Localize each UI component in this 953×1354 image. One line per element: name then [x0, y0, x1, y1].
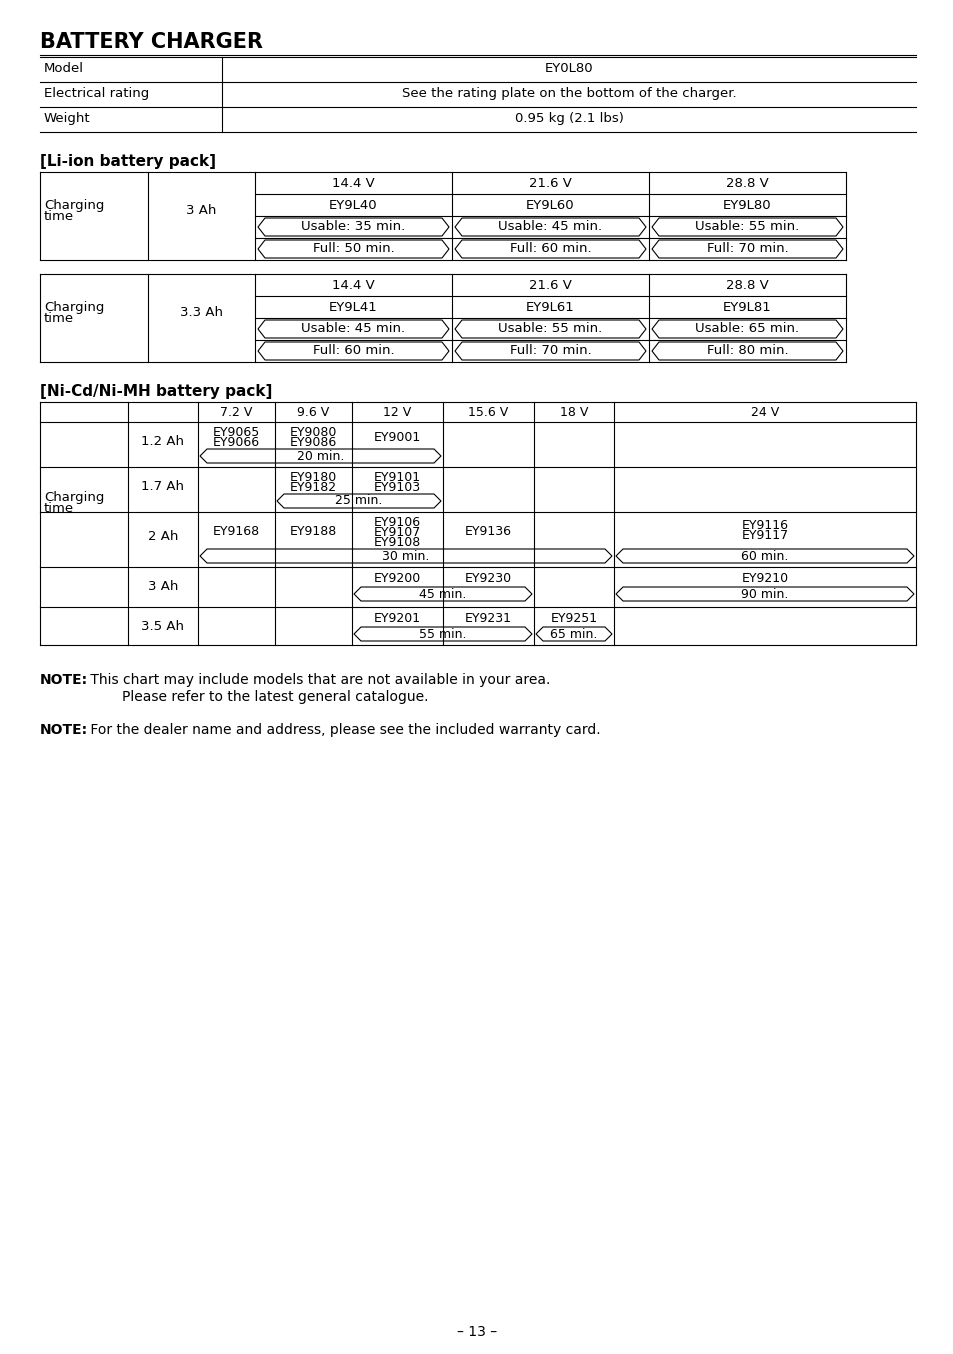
Text: EY9182: EY9182 [290, 481, 336, 494]
Text: Usable: 65 min.: Usable: 65 min. [695, 322, 799, 336]
Text: 0.95 kg (2.1 lbs): 0.95 kg (2.1 lbs) [514, 112, 622, 125]
Text: 55 min.: 55 min. [418, 627, 466, 640]
Text: EY9201: EY9201 [374, 612, 420, 626]
Text: Usable: 55 min.: Usable: 55 min. [695, 221, 799, 233]
Text: 3 Ah: 3 Ah [186, 204, 216, 217]
Text: NOTE:: NOTE: [40, 723, 88, 737]
Text: EY9086: EY9086 [290, 436, 336, 450]
Text: Charging: Charging [44, 301, 104, 314]
Text: EY9188: EY9188 [290, 525, 336, 538]
Text: 3.5 Ah: 3.5 Ah [141, 620, 184, 634]
Text: time: time [44, 501, 74, 515]
Text: 90 min.: 90 min. [740, 588, 788, 601]
Text: EY9066: EY9066 [213, 436, 260, 450]
Text: Please refer to the latest general catalogue.: Please refer to the latest general catal… [122, 691, 428, 704]
Text: EY9101: EY9101 [374, 471, 420, 483]
Text: 2 Ah: 2 Ah [148, 529, 178, 543]
Text: EY9001: EY9001 [374, 431, 420, 444]
Text: 20 min.: 20 min. [296, 450, 344, 463]
Text: 7.2 V: 7.2 V [220, 406, 253, 418]
Text: EY9106: EY9106 [374, 516, 420, 529]
Text: Full: 60 min.: Full: 60 min. [509, 242, 591, 256]
Text: time: time [44, 311, 74, 325]
Text: Full: 50 min.: Full: 50 min. [313, 242, 394, 256]
Text: 28.8 V: 28.8 V [725, 177, 768, 190]
Text: EY9080: EY9080 [290, 427, 336, 439]
Text: 15.6 V: 15.6 V [468, 406, 508, 418]
Text: EY9200: EY9200 [374, 571, 420, 585]
Text: 30 min.: 30 min. [382, 550, 429, 562]
Text: Electrical rating: Electrical rating [44, 87, 149, 100]
Text: NOTE:: NOTE: [40, 673, 88, 686]
Text: EY9L41: EY9L41 [329, 301, 377, 314]
Text: Full: 70 min.: Full: 70 min. [509, 344, 591, 357]
Text: Full: 80 min.: Full: 80 min. [706, 344, 787, 357]
Text: 14.4 V: 14.4 V [332, 279, 375, 292]
Text: 3 Ah: 3 Ah [148, 580, 178, 593]
Text: – 13 –: – 13 – [456, 1326, 497, 1339]
Text: EY9210: EY9210 [740, 571, 788, 585]
Text: EY9231: EY9231 [464, 612, 512, 626]
Text: EY9L80: EY9L80 [722, 199, 771, 213]
Text: BATTERY CHARGER: BATTERY CHARGER [40, 32, 263, 51]
Text: EY9L40: EY9L40 [329, 199, 377, 213]
Text: EY9136: EY9136 [464, 525, 512, 538]
Text: [Ni-Cd/Ni-MH battery pack]: [Ni-Cd/Ni-MH battery pack] [40, 385, 273, 399]
Text: EY9065: EY9065 [213, 427, 260, 439]
Text: [Li-ion battery pack]: [Li-ion battery pack] [40, 154, 215, 169]
Text: 9.6 V: 9.6 V [297, 406, 330, 418]
Text: EY9230: EY9230 [464, 571, 512, 585]
Text: Model: Model [44, 62, 84, 74]
Text: EY9108: EY9108 [374, 536, 420, 548]
Text: 14.4 V: 14.4 V [332, 177, 375, 190]
Text: EY9117: EY9117 [740, 529, 788, 542]
Text: 1.2 Ah: 1.2 Ah [141, 435, 184, 448]
Text: 21.6 V: 21.6 V [529, 279, 572, 292]
Text: EY9103: EY9103 [374, 481, 420, 494]
Text: 12 V: 12 V [383, 406, 411, 418]
Text: EY9180: EY9180 [290, 471, 336, 483]
Text: Usable: 55 min.: Usable: 55 min. [497, 322, 602, 336]
Text: EY9L60: EY9L60 [526, 199, 575, 213]
Text: 60 min.: 60 min. [740, 550, 788, 562]
Text: EY9L61: EY9L61 [525, 301, 575, 314]
Text: Weight: Weight [44, 112, 91, 125]
Text: 24 V: 24 V [750, 406, 779, 418]
Text: time: time [44, 210, 74, 223]
Text: 3.3 Ah: 3.3 Ah [180, 306, 223, 320]
Text: 21.6 V: 21.6 V [529, 177, 572, 190]
Text: Charging: Charging [44, 199, 104, 213]
Text: 18 V: 18 V [559, 406, 588, 418]
Text: Usable: 35 min.: Usable: 35 min. [301, 221, 405, 233]
Text: Usable: 45 min.: Usable: 45 min. [497, 221, 602, 233]
Text: EY9116: EY9116 [740, 519, 788, 532]
Text: EY9L81: EY9L81 [722, 301, 771, 314]
Text: 28.8 V: 28.8 V [725, 279, 768, 292]
Text: 65 min.: 65 min. [550, 627, 598, 640]
Text: 45 min.: 45 min. [419, 588, 466, 601]
Text: Full: 70 min.: Full: 70 min. [706, 242, 787, 256]
Text: EY9251: EY9251 [550, 612, 597, 626]
Text: Usable: 45 min.: Usable: 45 min. [301, 322, 405, 336]
Text: EY9107: EY9107 [374, 525, 420, 539]
Text: EY9168: EY9168 [213, 525, 260, 538]
Text: EY0L80: EY0L80 [544, 62, 593, 74]
Text: For the dealer name and address, please see the included warranty card.: For the dealer name and address, please … [86, 723, 600, 737]
Text: Charging: Charging [44, 490, 104, 504]
Text: 25 min.: 25 min. [335, 494, 382, 508]
Text: Full: 60 min.: Full: 60 min. [313, 344, 394, 357]
Text: This chart may include models that are not available in your area.: This chart may include models that are n… [86, 673, 550, 686]
Text: 1.7 Ah: 1.7 Ah [141, 481, 184, 493]
Text: See the rating plate on the bottom of the charger.: See the rating plate on the bottom of th… [401, 87, 736, 100]
